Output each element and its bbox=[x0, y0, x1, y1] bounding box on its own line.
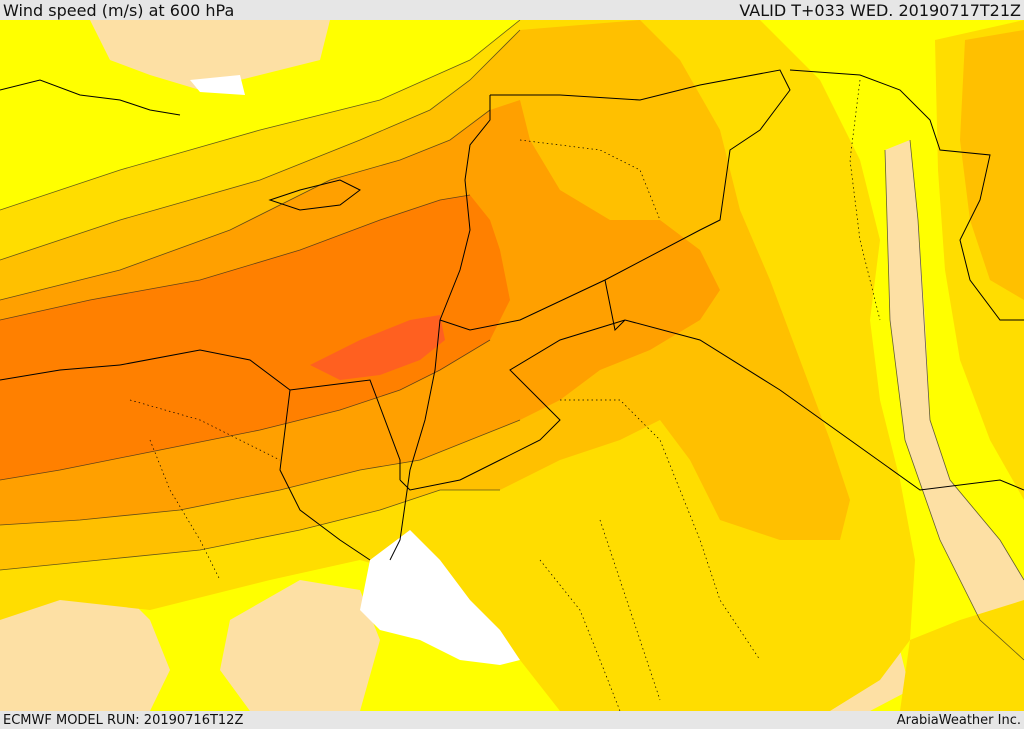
model-run-label: ECMWF MODEL RUN: 20190716T12Z bbox=[3, 712, 244, 728]
orange-yellow-east bbox=[960, 30, 1024, 300]
peach-east-band bbox=[885, 140, 1024, 660]
valid-time: VALID T+033 WED. 20190717T21Z bbox=[739, 0, 1021, 20]
admin-boundaries bbox=[129, 79, 881, 711]
red-sea bbox=[360, 530, 520, 665]
contour-lines bbox=[0, 20, 1024, 661]
borders bbox=[0, 69, 1024, 561]
northern-water-patch bbox=[190, 75, 245, 95]
gold-band-southeast bbox=[900, 600, 1024, 711]
footer-bar: ECMWF MODEL RUN: 20190716T12Z ArabiaWeat… bbox=[0, 711, 1024, 729]
peach-north-region bbox=[90, 20, 330, 90]
map-svg bbox=[0, 20, 1024, 711]
header-bar: Wind speed (m/s) at 600 hPa VALID T+033 … bbox=[0, 0, 1024, 20]
map-title: Wind speed (m/s) at 600 hPa bbox=[3, 0, 235, 20]
peach-south-patch bbox=[220, 580, 380, 711]
deep-orange-core bbox=[0, 195, 510, 480]
wind-max-core bbox=[310, 315, 445, 380]
weather-map bbox=[0, 20, 1024, 711]
peach-southwest-patch bbox=[0, 580, 170, 711]
credit-label: ArabiaWeather Inc. bbox=[896, 712, 1021, 728]
